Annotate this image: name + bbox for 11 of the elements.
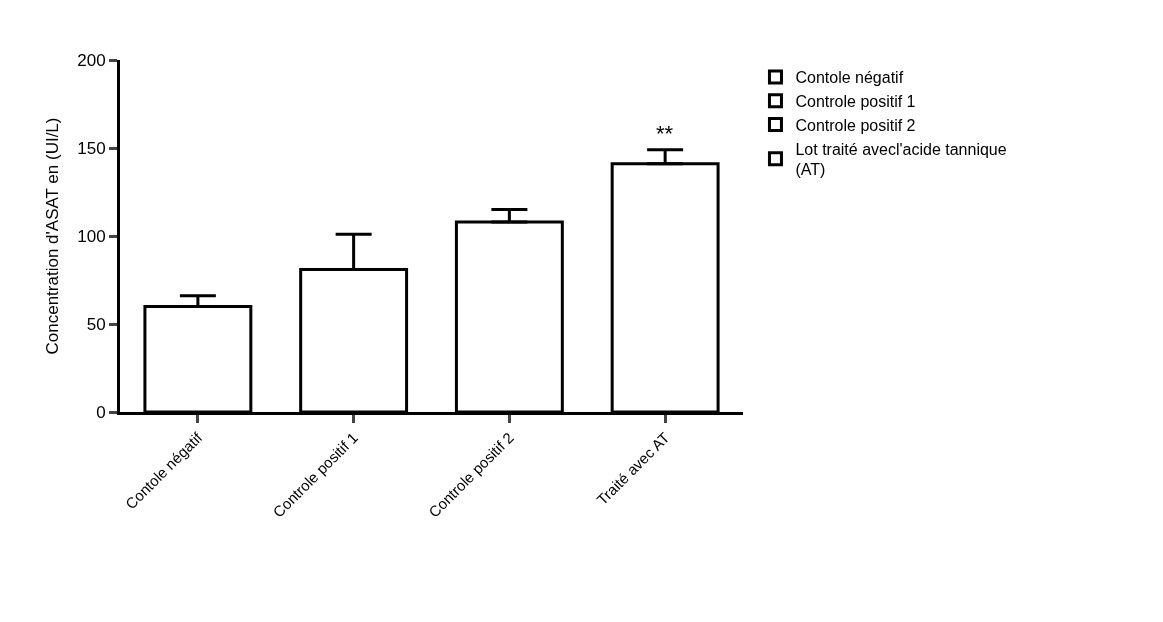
legend-label: Lot traité avecl'acide tannique (AT)	[795, 140, 1007, 179]
legend-label: Controle positif 1	[795, 92, 916, 110]
y-tick-label: 100	[77, 226, 106, 246]
y-tick-label: 200	[77, 50, 106, 70]
legend-label: Contole négatif	[795, 69, 904, 87]
legend-label: Controle positif 2	[795, 116, 916, 134]
annotation: **	[656, 121, 674, 146]
y-tick-label: 0	[96, 402, 106, 422]
y-axis-title: Concentration d'ASAT en (UI/L)	[42, 117, 62, 355]
y-tick-label: 50	[86, 314, 106, 334]
y-tick-label: 150	[77, 138, 106, 158]
